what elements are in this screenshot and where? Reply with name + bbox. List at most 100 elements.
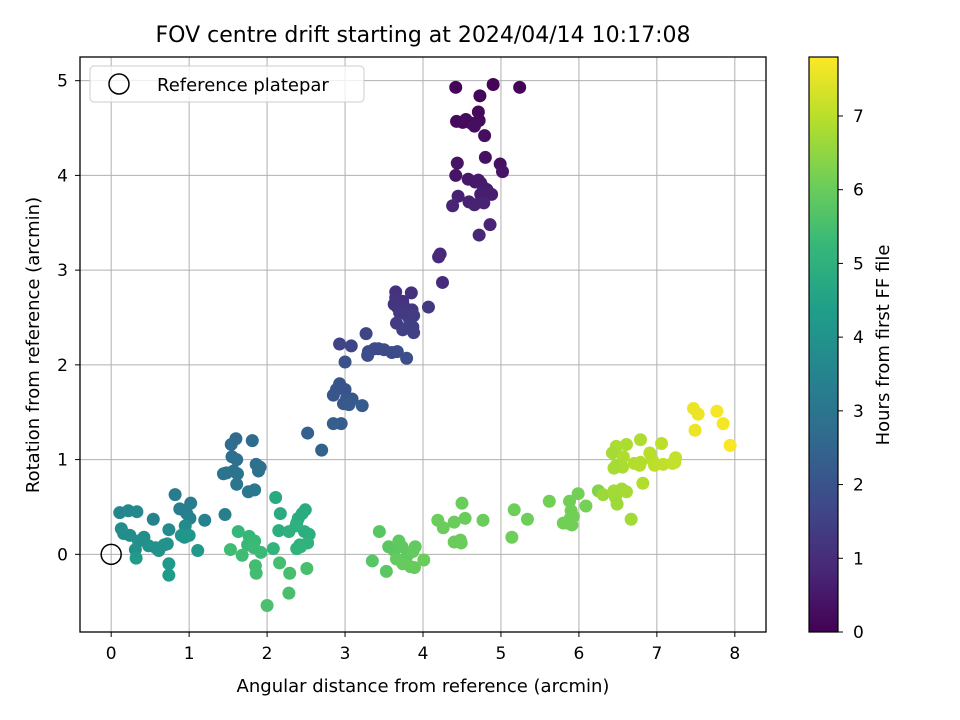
data-point	[507, 503, 521, 517]
data-point	[607, 461, 621, 475]
x-tick-label: 5	[496, 644, 507, 664]
data-point	[254, 545, 268, 559]
data-point	[473, 89, 487, 103]
data-point	[273, 507, 287, 521]
data-point	[252, 464, 266, 478]
data-point	[688, 423, 702, 437]
data-point	[596, 488, 610, 502]
chart-title: FOV centre drift starting at 2024/04/14 …	[156, 23, 691, 48]
colorbar-ticks: 0 1 2 3 4 5 6 7	[838, 107, 864, 643]
data-point	[421, 300, 435, 314]
data-point	[400, 351, 414, 365]
data-point	[289, 519, 303, 533]
data-point	[269, 490, 283, 504]
data-point	[230, 453, 244, 467]
y-tick-label: 2	[57, 356, 68, 376]
data-point	[283, 566, 297, 580]
data-point	[458, 511, 472, 525]
data-point	[436, 521, 450, 535]
data-point	[478, 150, 492, 164]
data-point	[379, 564, 393, 578]
data-point	[333, 337, 347, 351]
data-point	[396, 323, 410, 337]
data-point	[142, 539, 156, 553]
data-point	[556, 516, 570, 530]
x-tick-label: 6	[573, 644, 584, 664]
data-point	[300, 562, 314, 576]
data-point	[513, 80, 527, 94]
legend-reference-icon	[108, 73, 130, 95]
colorbar-gradient	[808, 56, 839, 633]
data-point	[451, 189, 465, 203]
x-tick-label: 4	[418, 644, 429, 664]
data-point	[417, 553, 431, 567]
x-tick-label: 8	[729, 644, 740, 664]
data-points	[113, 77, 737, 612]
data-point	[619, 437, 633, 451]
colorbar-tick-label: 4	[853, 328, 864, 348]
colorbar: 0 1 2 3 4 5 6 7 Hours from first FF file	[808, 56, 894, 643]
data-point	[483, 218, 497, 232]
data-point	[605, 446, 619, 460]
data-point	[260, 598, 274, 612]
data-point	[117, 526, 131, 540]
x-tick-label: 3	[340, 644, 351, 664]
colorbar-label: Hours from first FF file	[873, 245, 894, 446]
data-point	[716, 417, 730, 431]
data-point	[344, 339, 358, 353]
y-tick-label: 0	[57, 545, 68, 565]
data-point	[619, 485, 633, 499]
x-tick-label: 2	[262, 644, 273, 664]
data-point	[372, 525, 386, 539]
colorbar-tick-label: 7	[853, 107, 864, 127]
data-point	[407, 326, 421, 340]
y-axis-label: Rotation from reference (arcmin)	[23, 197, 44, 493]
data-point	[152, 544, 166, 558]
x-tick-label: 0	[106, 644, 117, 664]
data-point	[633, 458, 647, 472]
data-point	[342, 398, 356, 412]
data-point	[224, 437, 238, 451]
x-axis-label: Angular distance from reference (arcmin)	[237, 676, 610, 697]
legend-box	[89, 65, 365, 103]
data-point	[218, 508, 232, 522]
data-point	[432, 250, 446, 264]
data-point	[449, 168, 463, 182]
data-point	[486, 77, 500, 91]
data-point	[223, 543, 237, 557]
data-point	[235, 548, 249, 562]
data-point	[571, 487, 585, 501]
data-point	[485, 187, 499, 201]
data-point	[230, 467, 244, 481]
data-point	[579, 499, 593, 513]
data-point	[216, 467, 230, 481]
data-point	[723, 438, 737, 452]
data-point	[273, 556, 287, 570]
data-point	[245, 434, 259, 448]
legend: Reference platepar	[89, 65, 365, 103]
data-point	[272, 524, 286, 538]
data-point	[301, 426, 315, 440]
data-point	[505, 530, 519, 544]
legend-entry-reference: Reference platepar	[157, 75, 329, 96]
colorbar-tick-label: 2	[853, 476, 864, 496]
data-point	[326, 388, 340, 402]
data-point	[231, 525, 245, 539]
data-point	[449, 80, 463, 94]
data-point	[655, 436, 669, 450]
data-point	[407, 561, 421, 575]
data-point	[315, 443, 329, 457]
data-point	[248, 483, 262, 497]
data-point	[665, 456, 679, 470]
data-point	[435, 275, 449, 289]
data-point	[390, 345, 404, 359]
data-point	[355, 399, 369, 413]
data-point	[191, 544, 205, 558]
data-point	[406, 544, 420, 558]
data-point	[146, 512, 160, 526]
colorbar-tick-label: 5	[853, 254, 864, 274]
data-point	[162, 557, 176, 571]
colorbar-tick-label: 6	[853, 181, 864, 201]
y-tick-label: 5	[57, 72, 68, 92]
data-point	[446, 199, 460, 213]
